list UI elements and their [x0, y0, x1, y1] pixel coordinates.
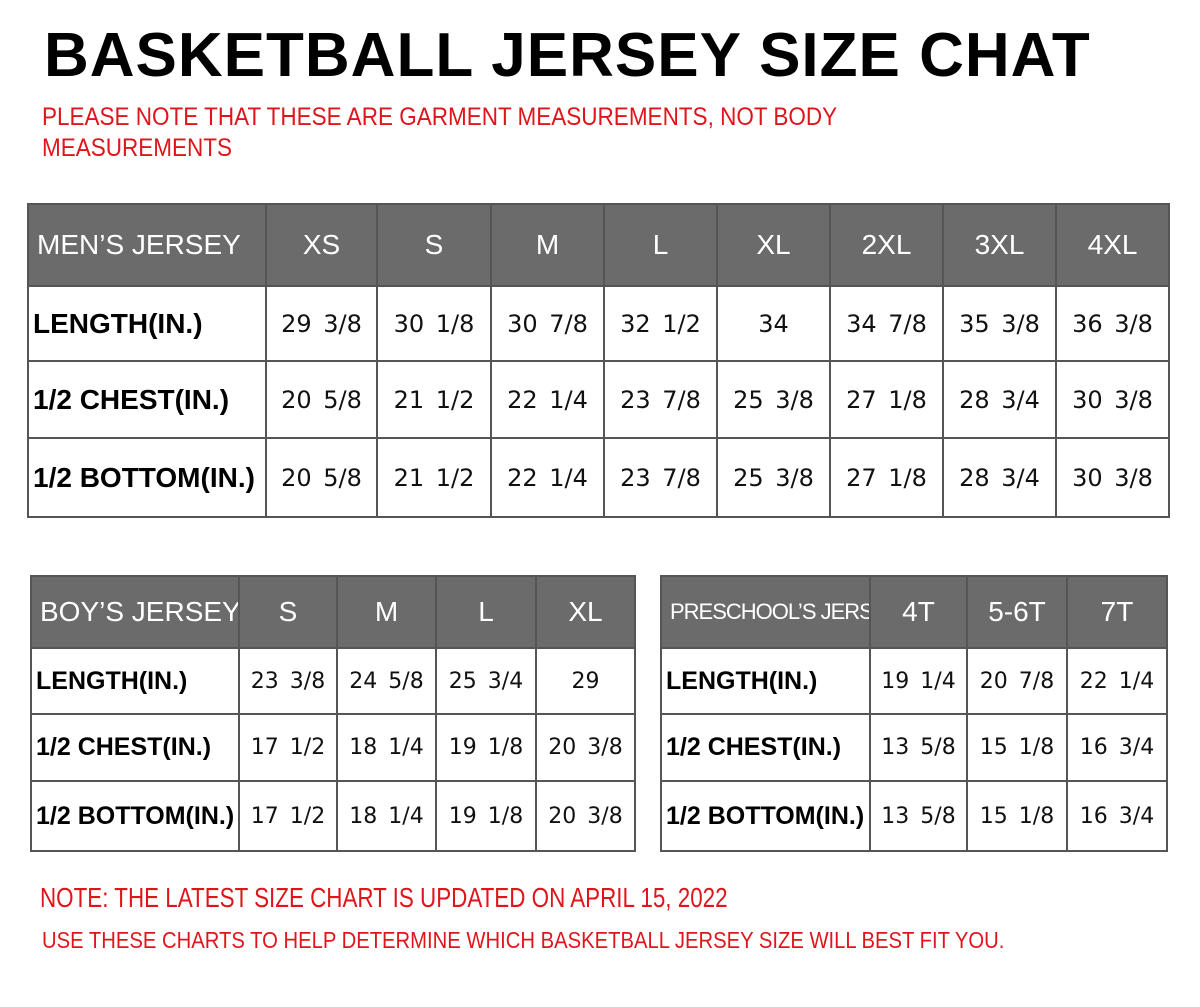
size-header-cell: M [336, 575, 437, 649]
measurement-value: 28 3/4 [942, 360, 1057, 439]
measurement-value: 30 3/8 [1055, 360, 1170, 439]
measurement-value: 35 3/8 [942, 285, 1057, 362]
measurement-value: 30 7/8 [490, 285, 605, 362]
measurement-label: 1/2 CHEST(IN.) [27, 360, 267, 439]
header-row: MEN’S JERSEY XS S M L XL 2XL 3XL 4XL [27, 203, 1170, 287]
measurement-value: 21 1/2 [376, 437, 492, 518]
measurement-label: 1/2 BOTTOM(IN.) [30, 780, 240, 852]
measurement-value: 25 3/4 [435, 647, 537, 715]
table-row: 1/2 CHEST(IN.) 20 5/8 21 1/2 22 1/4 23 7/8 25… [27, 360, 1170, 439]
page-title: BASKETBALL JERSEY SIZE CHAT [44, 21, 1091, 90]
size-header-cell: S [376, 203, 492, 287]
size-header-cell: 4T [869, 575, 968, 649]
measurement-value: 23 7/8 [603, 437, 718, 518]
measurement-value: 23 7/8 [603, 360, 718, 439]
preschool-size-table: PRESCHOOL’S JERSEY4T5-6T7TLENGTH(IN.)19 … [660, 575, 1168, 852]
garment-note-line1: PLEASE NOTE THAT THESE ARE GARMENT MEASU… [42, 103, 838, 131]
table-title-cell: PRESCHOOL’S JERSEY [660, 575, 871, 649]
measurement-value: 19 1/8 [435, 780, 537, 852]
measurement-value: 16 3/4 [1066, 713, 1168, 782]
measurement-value: 24 5/8 [336, 647, 437, 715]
measurement-value: 15 1/8 [966, 780, 1068, 852]
measurement-value: 18 1/4 [336, 780, 437, 852]
usage-note: USE THESE CHARTS TO HELP DETERMINE WHICH… [42, 927, 1005, 953]
size-header-cell: S [238, 575, 338, 649]
measurement-value: 29 3/8 [265, 285, 378, 362]
measurement-value: 20 5/8 [265, 437, 378, 518]
table-row: LENGTH(IN.) 23 3/8 24 5/8 25 3/4 29 [30, 647, 636, 715]
size-header-cell: XS [265, 203, 378, 287]
size-header-cell: L [435, 575, 537, 649]
table-title-cell: MEN’S JERSEY [27, 203, 267, 287]
header-row: BOY’S JERSEY S M L XL [30, 575, 636, 649]
size-header-cell: 4XL [1055, 203, 1170, 287]
measurement-value: 18 1/4 [336, 713, 437, 782]
measurement-value: 27 1/8 [829, 437, 944, 518]
mens-size-table: MEN’S JERSEY XS S M L XL 2XL 3XL 4XL LENGTH(IN.) 2… [27, 203, 1170, 518]
table-row: 1/2 BOTTOM(IN.) 17 1/2 18 1/4 19 1/8 20 3/8 [30, 780, 636, 852]
measurement-value: 36 3/8 [1055, 285, 1170, 362]
measurement-label: LENGTH(IN.) [660, 647, 871, 715]
measurement-value: 16 3/4 [1066, 780, 1168, 852]
table-row: 1/2 CHEST(IN.) 17 1/2 18 1/4 19 1/8 20 3/8 [30, 713, 636, 782]
size-header-cell: 5-6T [966, 575, 1068, 649]
table-row: LENGTH(IN.) 19 1/4 20 7/8 22 1/4 [660, 647, 1168, 715]
measurement-value: 15 1/8 [966, 713, 1068, 782]
measurement-value: 13 5/8 [869, 713, 968, 782]
size-header-cell: 3XL [942, 203, 1057, 287]
measurement-value: 20 3/8 [535, 780, 636, 852]
measurement-value: 25 3/8 [716, 360, 831, 439]
table-title-cell: BOY’S JERSEY [30, 575, 240, 649]
measurement-value: 28 3/4 [942, 437, 1057, 518]
measurement-value: 22 1/4 [490, 360, 605, 439]
measurement-value: 34 7/8 [829, 285, 944, 362]
measurement-value: 27 1/8 [829, 360, 944, 439]
measurement-value: 34 [716, 285, 831, 362]
size-header-cell: 2XL [829, 203, 944, 287]
measurement-value: 20 5/8 [265, 360, 378, 439]
measurement-value: 25 3/8 [716, 437, 831, 518]
table-row: 1/2 CHEST(IN.) 13 5/8 15 1/8 16 3/4 [660, 713, 1168, 782]
size-header-cell: XL [716, 203, 831, 287]
size-header-cell: L [603, 203, 718, 287]
measurement-label: 1/2 BOTTOM(IN.) [27, 437, 267, 518]
table-row: 1/2 BOTTOM(IN.) 13 5/8 15 1/8 16 3/4 [660, 780, 1168, 852]
measurement-value: 17 1/2 [238, 780, 338, 852]
measurement-label: 1/2 BOTTOM(IN.) [660, 780, 871, 852]
measurement-value: 21 1/2 [376, 360, 492, 439]
measurement-label: 1/2 CHEST(IN.) [30, 713, 240, 782]
measurement-value: 20 7/8 [966, 647, 1068, 715]
measurement-value: 19 1/8 [435, 713, 537, 782]
garment-note-line2: MEASUREMENTS [42, 134, 233, 162]
measurement-value: 22 1/4 [490, 437, 605, 518]
measurement-value: 13 5/8 [869, 780, 968, 852]
measurement-value: 22 1/4 [1066, 647, 1168, 715]
measurement-value: 23 3/8 [238, 647, 338, 715]
measurement-label: LENGTH(IN.) [30, 647, 240, 715]
table-row: LENGTH(IN.) 29 3/8 30 1/8 30 7/8 32 1/2 34 34 … [27, 285, 1170, 362]
table-row: 1/2 BOTTOM(IN.) 20 5/8 21 1/2 22 1/4 23 7/8 2… [27, 437, 1170, 518]
measurement-value: 30 1/8 [376, 285, 492, 362]
update-note: NOTE: THE LATEST SIZE CHART IS UPDATED O… [40, 882, 728, 913]
boys-size-table: BOY’S JERSEY S M L XL LENGTH(IN.) 23 3/8 24 5/8… [30, 575, 636, 852]
size-header-cell: 7T [1066, 575, 1168, 649]
measurement-value: 29 [535, 647, 636, 715]
measurement-value: 19 1/4 [869, 647, 968, 715]
measurement-label: LENGTH(IN.) [27, 285, 267, 362]
measurement-value: 17 1/2 [238, 713, 338, 782]
measurement-label: 1/2 CHEST(IN.) [660, 713, 871, 782]
size-header-cell: M [490, 203, 605, 287]
measurement-value: 30 3/8 [1055, 437, 1170, 518]
size-header-cell: XL [535, 575, 636, 649]
measurement-value: 20 3/8 [535, 713, 636, 782]
measurement-value: 32 1/2 [603, 285, 718, 362]
